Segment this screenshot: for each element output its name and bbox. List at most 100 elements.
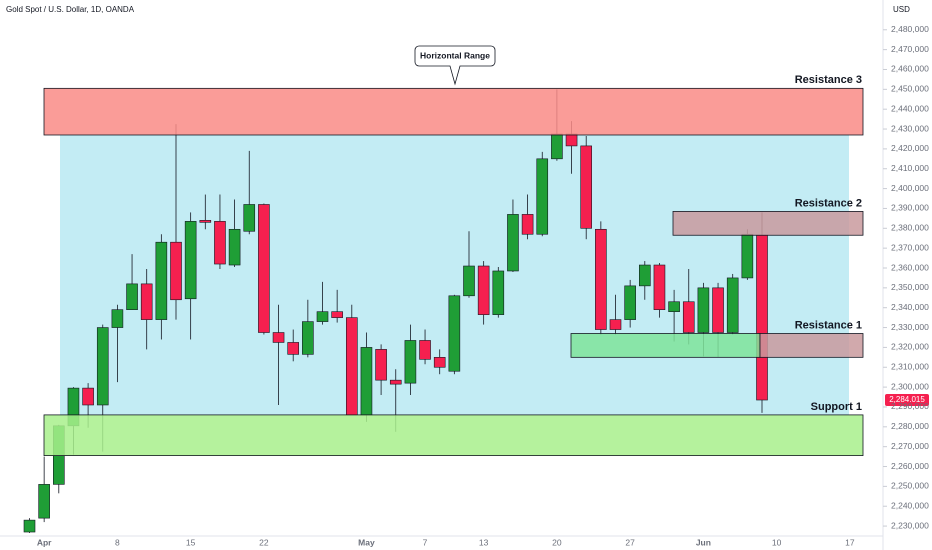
candle-body bbox=[565, 133, 578, 147]
y-tick-label: 2,350,000 bbox=[891, 282, 929, 292]
candle-body bbox=[463, 265, 475, 297]
y-tick-label: 2,240,000 bbox=[891, 500, 929, 510]
candle-body bbox=[521, 214, 534, 235]
y-tick-label: 2,410,000 bbox=[891, 163, 929, 173]
candle-body bbox=[170, 241, 182, 301]
zone-label: Resistance 1 bbox=[795, 319, 862, 331]
candle-body bbox=[638, 264, 651, 287]
candle-body bbox=[302, 321, 314, 355]
candle-body bbox=[258, 204, 270, 333]
candle-body bbox=[756, 234, 768, 401]
candle-body bbox=[228, 228, 241, 266]
y-tick-label: 2,310,000 bbox=[891, 362, 929, 372]
y-tick-label: 2,370,000 bbox=[891, 242, 929, 252]
y-tick-label: 2,330,000 bbox=[891, 322, 929, 332]
zone bbox=[570, 333, 761, 358]
x-tick-label: 17 bbox=[845, 537, 855, 547]
candle-body bbox=[272, 332, 285, 343]
y-tick-label: 2,260,000 bbox=[891, 461, 929, 471]
candle-body bbox=[536, 158, 549, 235]
candle-body bbox=[492, 270, 505, 315]
x-tick-label: 27 bbox=[625, 537, 635, 547]
x-tick-label: 15 bbox=[186, 537, 196, 547]
y-tick-label: 2,230,000 bbox=[891, 520, 929, 530]
candle-body bbox=[624, 285, 636, 320]
y-tick-label: 2,430,000 bbox=[891, 123, 929, 133]
candle-body bbox=[111, 309, 124, 328]
candle-body bbox=[712, 287, 724, 333]
y-tick-label: 2,270,000 bbox=[891, 441, 929, 451]
candle-body bbox=[331, 311, 343, 318]
y-tick-label: 2,390,000 bbox=[891, 203, 929, 213]
y-tick-label: 2,290,000 bbox=[891, 401, 929, 411]
y-tick-label: 2,440,000 bbox=[891, 103, 929, 113]
candle-body bbox=[360, 347, 373, 416]
candle-body bbox=[580, 145, 593, 229]
candle-body bbox=[243, 204, 256, 232]
y-tick-label: 2,300,000 bbox=[891, 381, 929, 391]
zone bbox=[43, 87, 864, 136]
candle-body bbox=[126, 283, 138, 310]
y-tick-label: 2,450,000 bbox=[891, 84, 929, 94]
annotation: Horizontal Range bbox=[420, 50, 490, 60]
candle-body bbox=[345, 317, 358, 416]
callout-box bbox=[414, 45, 496, 86]
candle-body bbox=[155, 241, 168, 320]
candle-body bbox=[375, 349, 387, 381]
candle-body bbox=[551, 133, 563, 160]
y-tick-label: 2,420,000 bbox=[891, 143, 929, 153]
candle-body bbox=[433, 357, 446, 368]
candle-body bbox=[682, 301, 695, 333]
x-tick-label: 22 bbox=[259, 537, 269, 547]
candle-body bbox=[82, 387, 94, 406]
candle-body bbox=[726, 277, 739, 333]
candle-body bbox=[140, 283, 153, 320]
y-tick-label: 2,280,000 bbox=[891, 421, 929, 431]
y-tick-label: 2,460,000 bbox=[891, 64, 929, 74]
x-tick-label: Apr bbox=[37, 537, 52, 547]
candle-body bbox=[448, 295, 461, 372]
candle-body bbox=[419, 340, 431, 360]
y-tick-label: 2,400,000 bbox=[891, 183, 929, 193]
candle-body bbox=[595, 228, 607, 330]
candle-body bbox=[404, 340, 417, 384]
zone bbox=[672, 211, 864, 236]
x-tick-label: 13 bbox=[479, 537, 489, 547]
y-tick-label: 2,360,000 bbox=[891, 262, 929, 272]
x-tick-label: 10 bbox=[772, 537, 782, 547]
y-tick-label: 2,480,000 bbox=[891, 24, 929, 34]
candle-body bbox=[697, 287, 710, 333]
candle-body bbox=[507, 214, 519, 272]
zone bbox=[43, 414, 864, 457]
candle-body bbox=[38, 484, 50, 519]
x-tick-label: 7 bbox=[423, 537, 428, 547]
zone-label: Resistance 3 bbox=[795, 74, 862, 86]
candle-body bbox=[199, 220, 212, 223]
x-tick-label: May bbox=[358, 537, 375, 547]
price-tag bbox=[885, 394, 929, 407]
candle-body bbox=[214, 221, 226, 265]
candle-body bbox=[23, 519, 36, 533]
y-tick-label: 2,340,000 bbox=[891, 302, 929, 312]
x-tick-label: 20 bbox=[552, 537, 562, 547]
chart-title: Gold Spot / U.S. Dollar, 1D, OANDA bbox=[6, 5, 135, 14]
x-tick-label: Jun bbox=[696, 537, 711, 547]
y-tick-label: 2,250,000 bbox=[891, 481, 929, 491]
zone-label: Support 1 bbox=[811, 401, 862, 413]
candle-body bbox=[741, 233, 754, 279]
candle-body bbox=[668, 301, 680, 312]
candle-body bbox=[477, 265, 490, 315]
y-tick-label: 2,380,000 bbox=[891, 223, 929, 233]
candle-body bbox=[609, 319, 622, 330]
candle-body bbox=[389, 379, 402, 385]
y-tick-label: 2,320,000 bbox=[891, 342, 929, 352]
currency-label: USD bbox=[893, 5, 910, 14]
y-tick-label: 2,470,000 bbox=[891, 44, 929, 54]
price-tag-label: 2,284.015 bbox=[889, 395, 925, 404]
candle-body bbox=[184, 221, 197, 300]
candle-body bbox=[653, 264, 666, 310]
x-tick-label: 8 bbox=[115, 537, 120, 547]
zone-label: Resistance 2 bbox=[795, 197, 862, 209]
zone bbox=[759, 333, 864, 358]
candle-body bbox=[287, 342, 300, 355]
